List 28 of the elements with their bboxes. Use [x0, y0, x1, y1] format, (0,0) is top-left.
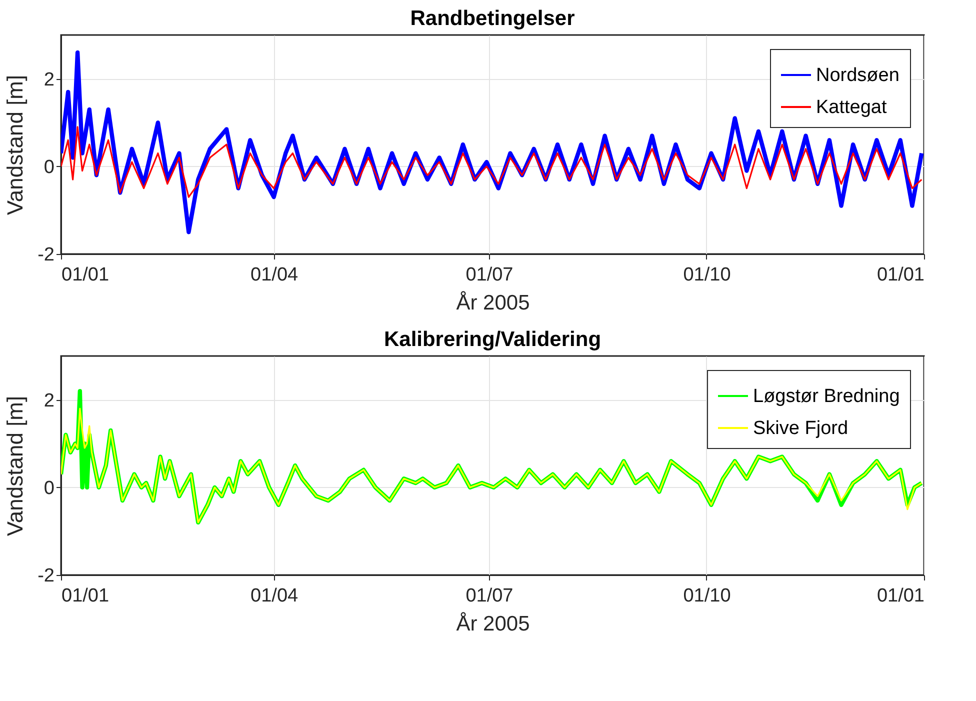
x-tick-label: 01/10 [683, 264, 731, 286]
x-tick-label: 01/07 [466, 264, 514, 286]
chart-title: Kalibrering/Validering [384, 328, 602, 351]
legend-label: Nordsøen [816, 65, 900, 86]
y-axis-title: Vandstand [m] [2, 396, 28, 536]
x-axis-title: År 2005 [456, 290, 530, 314]
chart-title: Randbetingelser [410, 7, 575, 30]
y-tick-label: 2 [44, 69, 54, 90]
y-tick-label: -2 [38, 566, 54, 586]
y-tick-label: 0 [44, 478, 54, 499]
y-axis-title: Vandstand [m] [2, 74, 28, 216]
x-tick-label: 01/04 [250, 586, 298, 606]
x-tick-label: 01/01 [876, 264, 924, 286]
y-tick-label: -2 [38, 244, 54, 266]
line-series [61, 408, 922, 524]
legend-label: Skive Fjord [753, 418, 848, 439]
legend-label: Løgstør Bredning [753, 386, 900, 407]
legend-label: Kattegat [816, 97, 888, 118]
x-axis-title: År 2005 [456, 612, 530, 636]
y-tick-label: 0 [44, 156, 54, 178]
line-series [61, 126, 922, 198]
x-tick-label: 01/01 [62, 264, 110, 286]
x-tick-label: 01/01 [62, 586, 110, 606]
x-tick-label: 01/04 [250, 264, 298, 286]
x-tick-label: 01/10 [683, 586, 731, 606]
x-tick-label: 01/01 [876, 586, 924, 606]
y-tick-label: 2 [44, 390, 54, 412]
x-tick-label: 01/07 [466, 586, 514, 606]
